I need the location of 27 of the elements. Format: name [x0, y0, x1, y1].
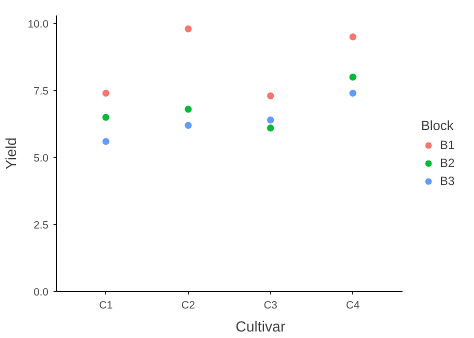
point [267, 92, 274, 100]
point [349, 33, 356, 40]
point [267, 116, 274, 124]
point [349, 90, 356, 97]
point [184, 122, 192, 129]
point [102, 138, 110, 145]
x-tick-label: C1 [99, 300, 113, 312]
point [102, 114, 110, 121]
legend-label: B2 [440, 156, 456, 170]
y-tick-label: 7.5 [34, 86, 49, 98]
x-tick-label: C4 [346, 300, 360, 312]
point [102, 90, 110, 97]
x-tick-label: C2 [181, 300, 196, 312]
legend-label: B1 [440, 138, 456, 152]
x-axis-title: Cultivar [236, 320, 286, 336]
point [184, 106, 192, 113]
x-tick-label: C3 [264, 300, 278, 312]
y-tick-label: 2.5 [34, 220, 49, 232]
y-axis-title: Yield [4, 137, 20, 170]
point [349, 74, 356, 81]
y-tick-label: 10.0 [28, 18, 49, 31]
point [267, 124, 274, 132]
y-tick-label: 5.0 [34, 152, 49, 165]
legend-title: Block [421, 118, 455, 133]
legend-label: B3 [440, 174, 456, 188]
y-tick-label: 0.0 [34, 286, 49, 298]
point [184, 25, 192, 32]
